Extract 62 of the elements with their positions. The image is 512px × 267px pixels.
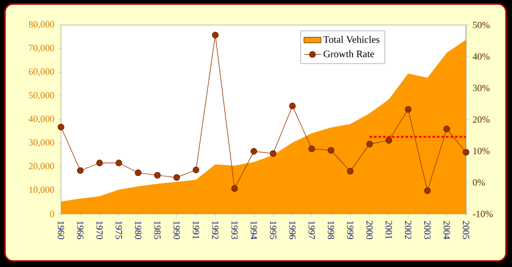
y2-tick-label: 40%	[472, 53, 490, 60]
x-tick-label: 1993	[231, 221, 238, 240]
x-tick-label: 2005	[462, 220, 470, 240]
x-tick-label: 2002	[404, 220, 412, 239]
legend-label: Growth Rate	[324, 50, 374, 58]
point	[308, 145, 316, 152]
y-tick-label: 20,000	[28, 162, 54, 171]
point	[328, 147, 334, 154]
y2-tick-label: 50%	[473, 22, 490, 28]
x-tick-label: 2001	[386, 220, 392, 239]
point	[173, 174, 180, 181]
point	[346, 168, 354, 174]
point	[192, 166, 200, 174]
x-tick-label: 1980	[134, 221, 142, 240]
point	[134, 169, 142, 176]
x-tick-label: 1998	[328, 221, 334, 240]
x-tick-label: 1997	[308, 221, 315, 240]
y-tick-label: 80,000	[28, 21, 54, 29]
y2-tick-label: 30%	[472, 84, 490, 92]
x-tick-label: 2000	[366, 220, 373, 240]
y-tick-label: 0	[50, 210, 54, 218]
x-tick-label: 1991	[192, 221, 200, 239]
x-tick-label: 2004	[444, 220, 450, 240]
y-tick-label: 40,000	[28, 116, 54, 124]
y-tick-label: 60,000	[28, 68, 54, 76]
x-tick-label: 1970	[96, 221, 103, 240]
point	[386, 136, 392, 144]
point	[231, 185, 238, 192]
point	[462, 148, 470, 156]
point	[404, 106, 412, 113]
x-tick-label: 1996	[289, 221, 296, 240]
x-tick-label: 1975	[116, 221, 122, 240]
point	[116, 160, 122, 166]
x-tick-label: 1990	[174, 221, 180, 240]
y2-tick-label: 20%	[472, 116, 490, 123]
x-tick-label: 1985	[154, 221, 161, 240]
point	[366, 140, 373, 148]
x-tick-label: 1960	[58, 221, 64, 240]
point	[289, 102, 296, 110]
legend-label: Total Vehicles	[323, 36, 380, 43]
y-tick-label: 30,000	[28, 139, 54, 147]
point	[154, 172, 161, 179]
point	[76, 167, 84, 174]
x-tick-label: 1999	[347, 221, 354, 240]
x-tick-label: 1994	[250, 221, 258, 240]
y2-tick-label: 0%	[472, 179, 485, 186]
point	[96, 160, 103, 166]
y-tick-label: 10,000	[29, 186, 54, 194]
y-tick-label: 50,000	[29, 92, 54, 100]
x-tick-label: 1992	[212, 221, 218, 239]
point	[424, 187, 431, 194]
y2-tick-label: -10%	[472, 210, 493, 218]
y2-tick-label: 10%	[473, 148, 490, 154]
point	[212, 32, 219, 38]
x-tick-label: 1966	[77, 221, 84, 240]
point	[250, 148, 258, 155]
point	[58, 124, 64, 130]
x-tick-label: 1995	[270, 221, 276, 240]
point	[270, 150, 276, 157]
point	[443, 126, 450, 132]
y-tick-label: 70,000	[29, 44, 54, 53]
x-tick-label: 2003	[424, 220, 431, 240]
